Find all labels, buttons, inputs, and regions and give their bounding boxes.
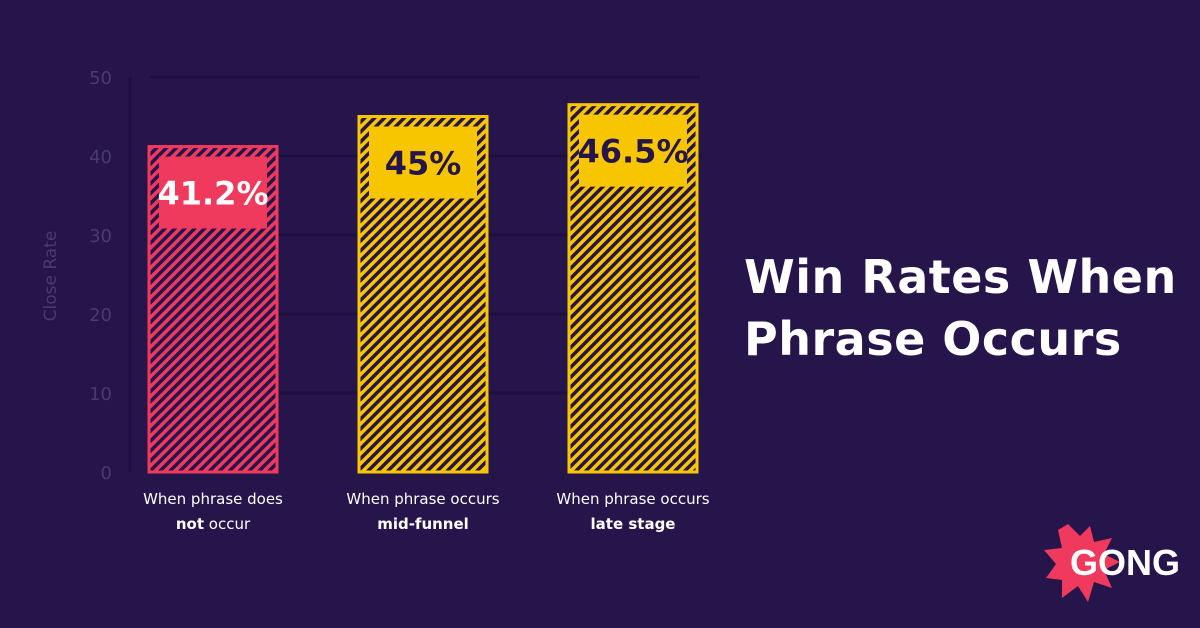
x-tick-label-line-2: not occur — [176, 515, 251, 533]
y-tick-label: 10 — [89, 384, 112, 405]
chart-title: Win Rates When Phrase Occurs — [744, 246, 1184, 370]
y-tick-label: 50 — [89, 68, 112, 89]
data-label: 45% — [385, 145, 462, 183]
chart-title-line-1: Win Rates When — [744, 250, 1177, 304]
x-axis-labels: When phrase does not occur When phrase occ… — [143, 490, 710, 533]
chart-title-line-2: Phrase Occurs — [744, 312, 1122, 366]
x-tick-label-line-1: When phrase occurs — [556, 490, 709, 508]
y-tick-label: 20 — [89, 305, 112, 326]
bars: 41.2% 45% 46.5% — [147, 103, 699, 474]
data-label: 46.5% — [577, 133, 688, 171]
x-tick-label-line-1: When phrase occurs — [346, 490, 499, 508]
gong-logo: GONG — [1044, 524, 1180, 602]
x-tick-label-line-2: late stage — [591, 515, 676, 533]
y-tick-label: 40 — [89, 147, 112, 168]
data-label-box — [159, 156, 267, 229]
y-tick-label: 0 — [101, 463, 112, 484]
y-axis-label: Close Rate — [41, 231, 61, 322]
x-tick-label-bold: mid-funnel — [377, 515, 469, 533]
data-label: 41.2% — [157, 175, 268, 213]
bar-chart: 0 10 20 30 40 50 Close Rate 41.2% 45% 46.5% Whe… — [41, 68, 710, 533]
starburst-icon — [1044, 524, 1120, 602]
y-tick-label: 30 — [89, 226, 112, 247]
x-tick-label-line-2: mid-funnel — [377, 515, 469, 533]
x-tick-label-bold: late stage — [591, 515, 676, 533]
x-tick-label-bold: not — [176, 515, 204, 533]
y-axis: 0 10 20 30 40 50 — [89, 68, 132, 484]
logo-wordmark: GONG — [1070, 542, 1180, 583]
data-label-box — [579, 114, 687, 187]
data-label-box — [369, 126, 477, 199]
x-tick-label-rest: occur — [204, 515, 251, 533]
x-tick-label-line-1: When phrase does — [143, 490, 283, 508]
